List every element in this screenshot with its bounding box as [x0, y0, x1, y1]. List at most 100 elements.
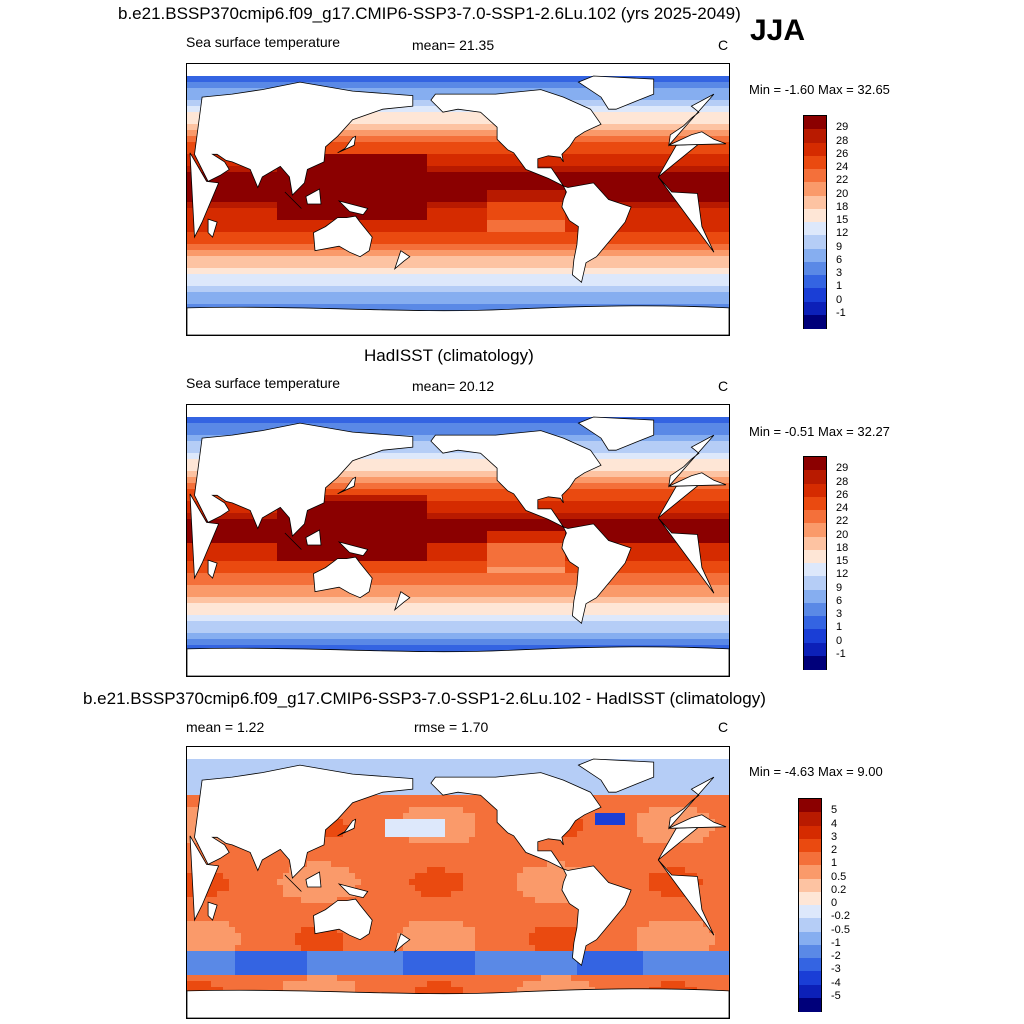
colorbar-tick-label: 18 — [836, 541, 849, 554]
continent-outline — [561, 523, 632, 625]
continent-outline — [430, 772, 602, 871]
panel-3-minmax: Min = -4.63 Max = 9.00 — [749, 764, 883, 779]
colorbar-cell — [799, 984, 821, 999]
colorbar-tick-label: -5 — [831, 989, 841, 1002]
colorbar-tick-label: 12 — [836, 568, 849, 581]
colorbar-tick-label: 0 — [836, 293, 843, 306]
colorbar-tick-label: 12 — [836, 227, 849, 240]
panel-2-variable-label: Sea surface temperature — [186, 375, 341, 391]
continent-outline — [668, 776, 715, 830]
colorbar-tick-label: 26 — [836, 147, 849, 160]
colorbar-tick-label: 18 — [836, 200, 849, 213]
colorbar-tick-label: 4 — [831, 817, 838, 830]
colorbar-tick-label: 20 — [836, 187, 849, 200]
colorbar-tick-label: -2 — [831, 950, 841, 962]
colorbar-tick-label: 28 — [836, 134, 849, 147]
continent-outline — [337, 541, 369, 557]
continent-outline — [393, 250, 411, 271]
colorbar-tick-label: 29 — [836, 462, 849, 475]
season-label: JJA — [750, 14, 806, 47]
colorbar-tick-label: 15 — [836, 214, 849, 226]
colorbar-tick-label: 26 — [836, 488, 849, 501]
antarctica-outline — [187, 988, 729, 1018]
colorbar-cell — [804, 576, 826, 591]
panel-3-rmse-label: rmse = 1.70 — [414, 719, 489, 735]
continent-outline — [194, 422, 414, 537]
continent-outline — [194, 81, 414, 196]
colorbar-tick-label: 5 — [831, 804, 838, 817]
continent-outline — [284, 874, 302, 892]
continent-outline — [577, 416, 655, 451]
colorbar-cell — [804, 496, 826, 511]
antarctica-outline — [187, 305, 729, 335]
colorbar-cell — [804, 248, 826, 263]
colorbar-cell — [799, 865, 821, 880]
colorbar-cell — [804, 549, 826, 564]
continent-outline — [668, 814, 727, 829]
continent-outline — [657, 517, 715, 594]
continent-outline — [194, 764, 414, 879]
colorbar-cell — [804, 116, 826, 130]
continent-outline — [337, 200, 369, 216]
colorbar-tick-label: 22 — [836, 515, 849, 528]
colorbar-cell — [799, 958, 821, 972]
colorbar-cell — [799, 799, 821, 813]
colorbar-cell — [804, 642, 826, 657]
colorbar-tick-label: 0.5 — [831, 870, 847, 883]
colorbar-cell — [799, 918, 821, 933]
colorbar-cell — [804, 563, 826, 577]
panel-1-map — [186, 63, 730, 336]
colorbar-cell — [804, 288, 826, 303]
panel-1-variable-label: Sea surface temperature — [186, 34, 341, 50]
continent-outline — [284, 191, 302, 209]
continent-outline — [337, 135, 357, 154]
colorbar-tick-label: -4 — [831, 976, 841, 989]
colorbar-cell — [804, 155, 826, 170]
continent-outline — [668, 131, 727, 146]
colorbar-tick-label: 9 — [836, 240, 843, 253]
continent-outline — [337, 476, 357, 495]
colorbar-tick-label: 15 — [836, 555, 849, 567]
colorbar-cell — [804, 483, 826, 498]
colorbar-cell — [804, 655, 826, 670]
colorbar-tick-label: 1 — [831, 857, 838, 870]
colorbar-tick-label: -0.5 — [831, 923, 850, 936]
colorbar-cell — [804, 142, 826, 157]
colorbar-tick-label: -3 — [831, 963, 841, 976]
panel-1-colorbar — [803, 115, 827, 329]
colorbar-tick-label: 1 — [836, 621, 843, 634]
continent-outline — [337, 883, 369, 899]
colorbar-cell — [804, 616, 826, 630]
continent-outline — [207, 218, 218, 238]
continent-outline — [657, 176, 715, 253]
panel-3-mean-label: mean = 1.22 — [186, 719, 265, 735]
continent-outline — [313, 556, 373, 599]
continent-outline — [561, 182, 632, 284]
panel-2-mean-label: mean= 20.12 — [412, 378, 495, 394]
panel-2-title: HadISST (climatology) — [364, 346, 534, 365]
colorbar-cell — [799, 812, 821, 827]
continent-outline — [189, 835, 220, 922]
antarctica-outline — [187, 646, 729, 676]
panel-2-units-label: C — [718, 378, 729, 394]
colorbar-cell — [804, 222, 826, 236]
panel-1-minmax: Min = -1.60 Max = 32.65 — [749, 82, 890, 97]
colorbar-tick-label: 22 — [836, 174, 849, 187]
colorbar-cell — [799, 852, 821, 866]
continent-outline — [337, 818, 357, 837]
panel-3-colorbar — [798, 798, 822, 1012]
continent-outline — [207, 559, 218, 579]
panel-3-title: b.e21.BSSP370cmip6.f09_g17.CMIP6-SSP3-7.… — [83, 689, 766, 708]
colorbar-tick-label: 20 — [836, 528, 849, 541]
continent-outline — [207, 901, 218, 921]
colorbar-cell — [804, 314, 826, 329]
colorbar-cell — [799, 931, 821, 946]
colorbar-tick-label: -0.2 — [831, 910, 850, 923]
colorbar-cell — [799, 878, 821, 893]
colorbar-tick-label: 0 — [836, 634, 843, 647]
colorbar-tick-label: 2 — [831, 844, 838, 856]
colorbar-cell — [799, 825, 821, 840]
continent-outline — [305, 871, 322, 888]
colorbar-tick-label: -1 — [836, 647, 846, 660]
colorbar-cell — [799, 997, 821, 1012]
